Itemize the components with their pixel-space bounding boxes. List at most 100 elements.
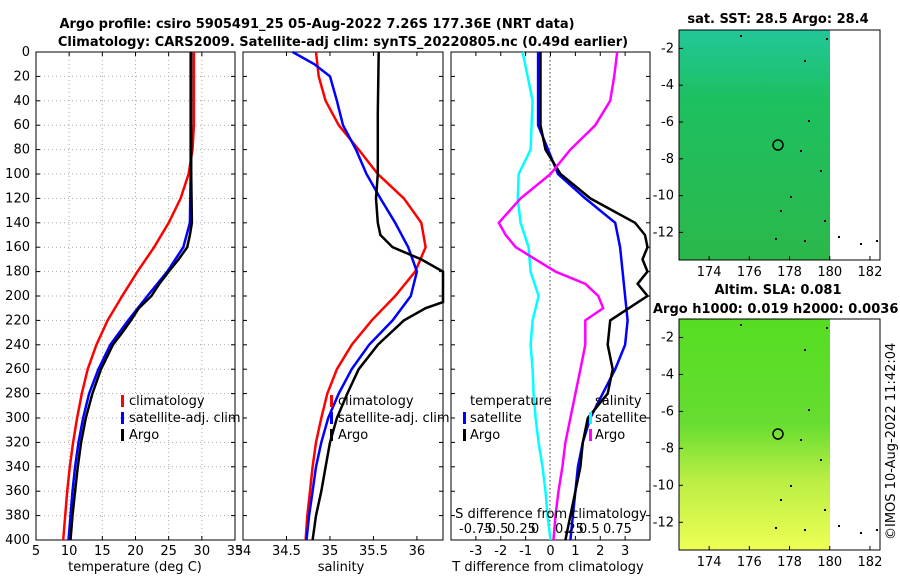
legend-t-argo: Argo	[470, 428, 500, 443]
legend-t-argo-swatch	[463, 429, 466, 441]
y-tick-label: 180	[5, 265, 30, 280]
island-dot	[740, 35, 742, 37]
lon-tick-label: 174	[697, 555, 722, 570]
lat-tick-label: -2	[661, 330, 674, 345]
lat-tick-label: -4	[661, 367, 674, 382]
x-tick-label: 30	[194, 544, 211, 559]
lat-tick-label: -10	[653, 189, 674, 204]
y-tick-label: 380	[5, 509, 30, 524]
x-tick-label: 35.5	[359, 544, 388, 559]
s-tick-label: 0.25	[555, 522, 584, 537]
s-tick-label: -0.75	[459, 522, 493, 537]
legend-t-satellite: satellite	[470, 411, 522, 426]
series-s-argo	[497, 51, 619, 541]
island-dot	[860, 532, 862, 534]
legend-t-satellite-swatch	[463, 412, 466, 424]
lon-tick-label: 180	[817, 265, 842, 280]
lon-tick-label: 180	[817, 555, 842, 570]
title-line-1: Argo profile: csiro 5905491_25 05-Aug-20…	[59, 17, 574, 32]
x-tick-label: 36	[409, 544, 426, 559]
sla-map: Altim. SLA: 0.081 Argo h1000: 0.019 h200…	[653, 283, 899, 570]
lat-tick-label: -12	[653, 515, 674, 530]
sla-map-title: Altim. SLA: 0.081	[715, 283, 842, 298]
s-tick-label: 0.5	[579, 522, 600, 537]
salinity-legend: climatology satellite-adj. clim Argo	[330, 394, 450, 443]
island-dot	[804, 60, 806, 62]
y-tick-label: 100	[5, 167, 30, 182]
lat-tick-label: -6	[661, 404, 674, 419]
sla-field	[679, 319, 830, 550]
s-difference-label: S difference from climatology	[455, 507, 647, 522]
lon-tick-label: 178	[777, 265, 802, 280]
island-dot	[804, 529, 806, 531]
legend-s-satellite-swatch	[589, 412, 592, 424]
y-tick-label: 0	[22, 45, 30, 60]
island-dot	[740, 324, 742, 326]
difference-panel: -3 -2 -1 0 1 2 3 S difference from climatology…	[450, 51, 651, 575]
y-tick-label: 80	[13, 143, 30, 158]
island-dot	[820, 459, 822, 461]
series-argo	[69, 52, 194, 541]
salinity-xlabel: salinity	[318, 560, 365, 575]
island-dot	[780, 499, 782, 501]
legend-climatology: climatology	[129, 394, 205, 409]
sst-float-marker	[772, 139, 784, 151]
x-tick-label: 34	[235, 544, 252, 559]
x-tick-label: 35	[322, 544, 339, 559]
lon-tick-label: 182	[858, 265, 883, 280]
temperature-xlabel: temperature (deg C)	[68, 560, 202, 575]
y-tick-label: 20	[13, 69, 30, 84]
island-dot	[838, 236, 840, 238]
x-tick-label: 2	[596, 544, 604, 559]
series-t-argo	[539, 52, 650, 541]
y-tick-label: 280	[5, 387, 30, 402]
island-dot	[775, 238, 777, 240]
island-dot	[860, 243, 862, 245]
island-dot	[804, 240, 806, 242]
y-tick-label: 360	[5, 484, 30, 499]
s-difference-ticks: -0.75-0.50.250 0.250.5 0.75	[459, 522, 632, 537]
sst-map-ticks: -2 -4 -6 -8 -10 -12 174 176 178 180 182	[653, 35, 883, 280]
legend-satellite: satellite-adj. clim	[338, 411, 450, 426]
lon-tick-label: 182	[858, 555, 883, 570]
legend-climatology-swatch	[330, 395, 333, 407]
sst-map: sat. SST: 28.5 Argo: 28.4 -2 -4 -6 -8 -10 -12…	[653, 12, 883, 280]
x-tick-label: 10	[61, 544, 78, 559]
island-dot	[876, 240, 878, 242]
y-tick-label: 120	[5, 191, 30, 206]
lat-tick-label: -2	[661, 41, 674, 56]
island-dot	[824, 509, 826, 511]
lat-tick-label: -6	[661, 115, 674, 130]
legend-s-satellite: satellite	[595, 411, 647, 426]
y-tick-label: 400	[5, 533, 30, 548]
lat-tick-label: -8	[661, 152, 674, 167]
series-argo	[311, 51, 445, 541]
lat-tick-label: -8	[661, 441, 674, 456]
island-dot	[790, 485, 792, 487]
x-tick-label: 20	[127, 544, 144, 559]
temperature-legend: climatology satellite-adj. clim Argo	[121, 394, 241, 443]
y-tick-label: 340	[5, 460, 30, 475]
legend-argo: Argo	[129, 428, 159, 443]
t-difference-xlabel: T difference from climatology	[451, 560, 644, 575]
legend-salinity: salinity	[595, 394, 642, 409]
legend-argo-swatch	[330, 429, 333, 441]
x-tick-label: 5	[32, 544, 40, 559]
x-tick-label: 3	[621, 544, 629, 559]
difference-legend-left: temperature satellite Argo	[463, 394, 552, 443]
sla-land-mask	[830, 319, 880, 550]
sst-map-frame	[678, 29, 881, 261]
island-dot	[826, 38, 828, 40]
lat-tick-label: -10	[653, 478, 674, 493]
legend-argo: Argo	[338, 428, 368, 443]
island-dot	[780, 210, 782, 212]
sst-land-mask	[830, 30, 880, 260]
island-dot	[800, 150, 802, 152]
series-climatology	[61, 52, 196, 541]
y-tick-label: 60	[13, 118, 30, 133]
x-tick-label: 34.5	[272, 544, 301, 559]
salinity-panel: 34 34.5 35 35.5 36 salinity climatology sate…	[235, 50, 450, 575]
s-tick-label: 0	[531, 522, 539, 537]
lon-tick-label: 174	[697, 265, 722, 280]
